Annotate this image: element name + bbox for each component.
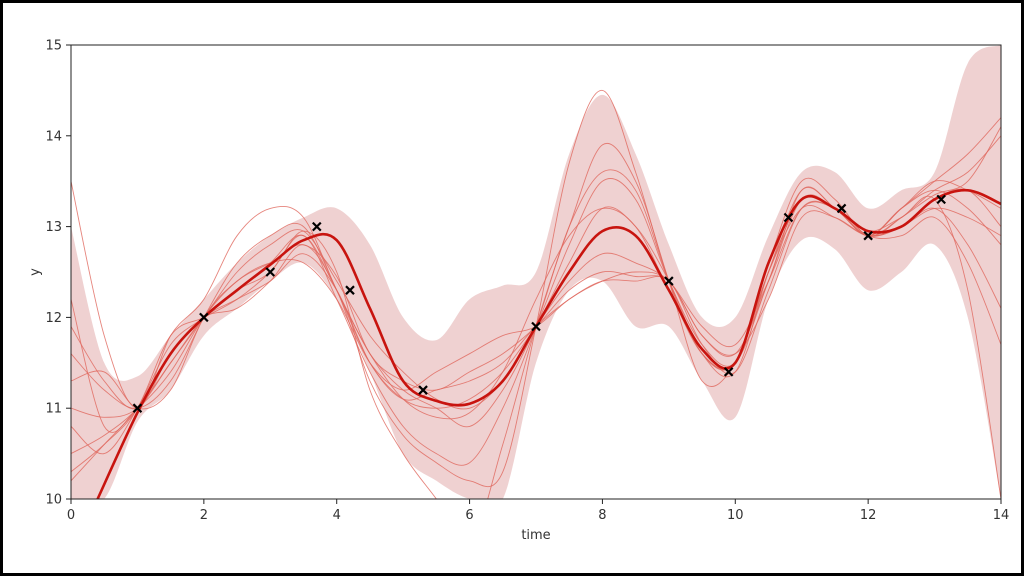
y-axis-label: y xyxy=(28,268,43,276)
x-tick-label: 4 xyxy=(333,508,341,523)
x-tick-label: 12 xyxy=(860,508,877,523)
x-tick-label: 8 xyxy=(598,508,606,523)
y-tick-label: 11 xyxy=(45,402,62,417)
observation-marker xyxy=(723,367,734,377)
x-tick-label: 6 xyxy=(465,508,473,523)
y-tick-label: 12 xyxy=(45,311,62,326)
y-axis: 10 11 12 13 14 15 xyxy=(45,39,71,508)
confidence-band-layer xyxy=(71,45,1001,499)
y-tick-label: 13 xyxy=(45,220,62,235)
x-tick-label: 0 xyxy=(67,508,75,523)
observation-marker xyxy=(132,403,143,413)
x-tick-label: 10 xyxy=(727,508,744,523)
x-tick-label: 14 xyxy=(993,508,1010,523)
posterior-mean-line xyxy=(96,188,1001,499)
observation-marker xyxy=(265,267,276,277)
observation-marker xyxy=(345,285,355,295)
confidence-band xyxy=(71,45,1001,499)
observation-marker xyxy=(836,203,847,214)
observations-layer xyxy=(132,194,946,413)
posterior-mean-layer xyxy=(96,188,1001,499)
y-tick-label: 15 xyxy=(45,39,62,54)
observation-marker xyxy=(418,385,428,395)
x-axis: 0 2 4 6 8 10 12 14 xyxy=(67,499,1009,523)
plot-area-border xyxy=(70,44,1002,500)
observation-marker xyxy=(531,321,541,332)
observation-marker xyxy=(783,212,794,223)
observation-marker xyxy=(863,230,873,241)
observation-marker xyxy=(664,276,674,286)
x-axis-label: time xyxy=(521,528,550,543)
y-tick-label: 10 xyxy=(45,493,62,508)
observation-marker xyxy=(312,221,322,232)
observation-marker xyxy=(199,312,209,323)
observation-marker xyxy=(936,194,946,205)
x-tick-label: 2 xyxy=(200,508,208,523)
gp-regression-chart: 0 2 4 6 8 10 12 14 10 11 12 13 14 15 time y xyxy=(28,39,1009,544)
y-tick-label: 14 xyxy=(45,129,62,144)
